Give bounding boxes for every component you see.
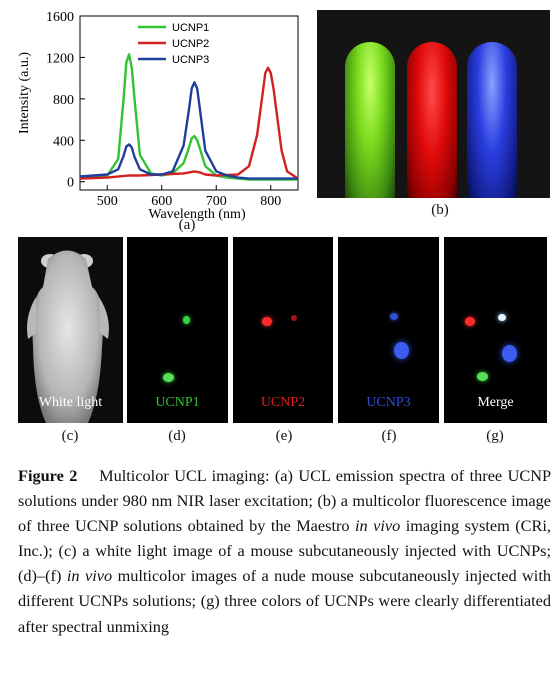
y-tick-label: 1600 — [46, 10, 74, 25]
series-ucnp3-line — [79, 81, 298, 180]
x-tick-label: 700 — [206, 194, 227, 209]
blue-spot-small — [390, 313, 398, 320]
caption-italic-2: in vivo — [66, 566, 113, 586]
legend-ucnp3-label: UCNP3 — [172, 54, 209, 66]
y-tick-label: 800 — [53, 93, 74, 108]
panel-ucnp3: UCNP3 — [338, 237, 439, 423]
caption-label: Figure 2 — [18, 466, 78, 485]
white-light-caption: White light — [38, 395, 103, 410]
legend-ucnp1-label: UCNP1 — [172, 22, 209, 34]
label-g: (g) — [486, 428, 504, 444]
legend-ucnp2-label: UCNP2 — [172, 38, 209, 50]
red-spot-left — [262, 317, 272, 326]
panel-merge: Merge — [444, 237, 547, 423]
plot-frame — [79, 15, 299, 191]
label-d: (d) — [168, 428, 186, 444]
x-tick-label: 600 — [151, 194, 172, 209]
merge-caption: Merge — [477, 395, 514, 410]
merge-blue-spot — [502, 345, 517, 362]
label-c: (c) — [61, 428, 79, 444]
panel-ucnp1: UCNP1 — [127, 237, 228, 423]
caption-text-2: imaging system (CRi, Inc.); (c) a white … — [18, 516, 551, 586]
x-tick-label: 500 — [97, 194, 118, 209]
label-b: (b) — [431, 202, 449, 218]
y-tick-label: 0 — [67, 176, 74, 191]
merge-red-spot — [465, 317, 475, 326]
caption-text-1: Multicolor UCL imaging: (a) UCL emission… — [18, 466, 552, 536]
y-tick-label: 1200 — [46, 51, 74, 66]
y-tick-label: 400 — [53, 134, 74, 149]
panel-ucnp2: UCNP2 — [233, 237, 333, 423]
ucnp2-caption: UCNP2 — [260, 395, 306, 410]
blue-tube — [467, 42, 517, 198]
label-f: (f) — [381, 428, 397, 444]
x-tick-label: 800 — [260, 194, 281, 209]
mouse-silhouette — [27, 250, 109, 423]
label-a: (a) — [178, 217, 196, 233]
red-spot-right — [291, 315, 297, 321]
caption-italic-1: in vivo — [355, 516, 401, 536]
caption-text-3: multicolor images of a nude mouse subcut… — [18, 566, 551, 636]
tube-fluorescence-photo — [317, 10, 550, 198]
blue-spot-large — [394, 342, 409, 359]
ucnp3-caption: UCNP3 — [366, 395, 411, 410]
green-tube — [345, 42, 395, 198]
red-tube — [407, 42, 457, 198]
label-e: (e) — [275, 428, 293, 444]
y-axis-label: Intensity (a.u.) — [17, 52, 32, 134]
x-axis-label: Wavelength (nm) — [148, 207, 246, 222]
merge-white-spot — [498, 314, 506, 321]
ucnp1-caption: UCNP1 — [155, 395, 200, 410]
panel-white-light: White light — [18, 237, 123, 423]
green-spot-upper — [183, 316, 190, 324]
merge-green-spot — [477, 372, 488, 381]
emission-spectra-chart: 500 600 700 800 0 400 800 1200 1600 Wavelength (n… — [17, 10, 299, 222]
series-ucnp2-line — [79, 66, 299, 180]
figure-caption: Figure 2 Multicolor UCL imaging: (a) UCL… — [18, 463, 551, 639]
green-spot-lower — [163, 373, 174, 382]
